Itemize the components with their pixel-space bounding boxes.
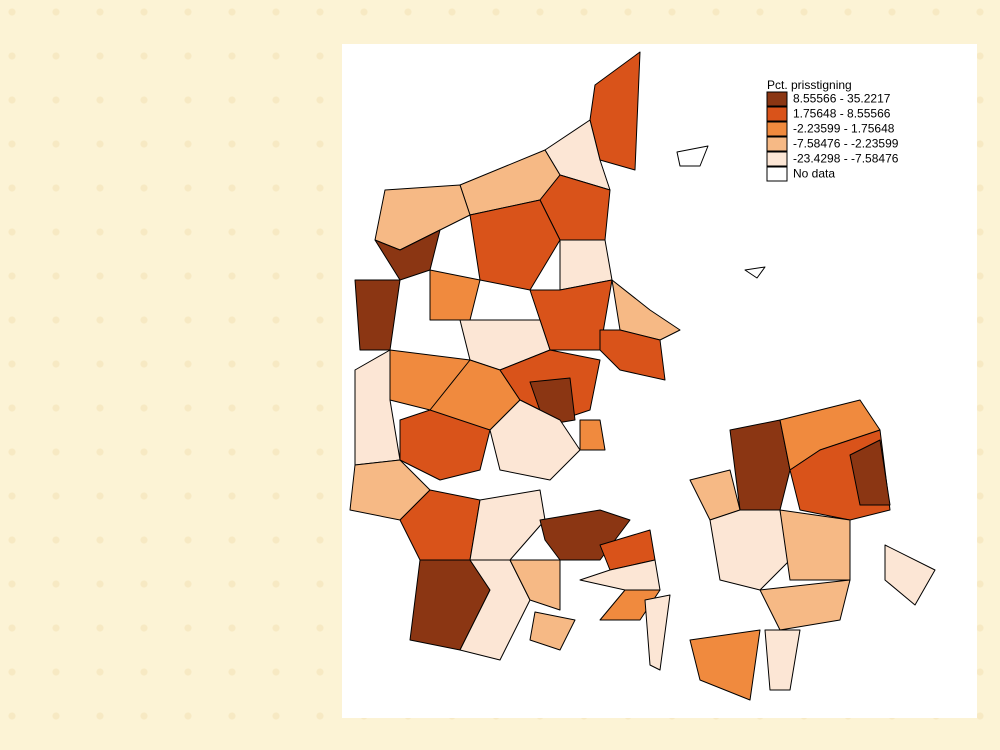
municipality	[349, 459, 431, 521]
municipality	[354, 279, 401, 351]
municipality	[599, 329, 666, 381]
municipality	[689, 629, 761, 701]
legend-swatch	[766, 106, 788, 122]
municipality	[744, 266, 766, 279]
municipality	[849, 439, 891, 506]
municipality	[579, 419, 606, 451]
legend-swatch	[766, 91, 788, 107]
municipality	[884, 544, 936, 606]
municipality	[529, 611, 576, 651]
municipality	[469, 489, 546, 561]
municipality	[599, 589, 661, 621]
legend-label: -23.4298 - -7.58476	[793, 152, 899, 166]
legend-swatch	[766, 136, 788, 152]
municipality	[764, 629, 801, 691]
municipality	[611, 279, 681, 341]
legend-label: -2.23599 - 1.75648	[793, 122, 895, 136]
legend-label: 1.75648 - 8.55566	[793, 107, 891, 121]
municipality	[759, 579, 851, 631]
legend-label: -7.58476 - -2.23599	[793, 137, 899, 151]
municipality	[374, 229, 441, 281]
legend-label: 8.55566 - 35.2217	[793, 92, 891, 106]
legend-swatch	[766, 121, 788, 137]
municipalities	[349, 51, 936, 701]
municipality	[779, 509, 851, 581]
legend: Pct. prisstigning 8.55566 - 35.22171.756…	[766, 78, 899, 182]
legend-swatch	[766, 151, 788, 167]
municipality	[469, 199, 561, 291]
municipality	[429, 269, 481, 321]
municipality	[589, 51, 641, 171]
municipality	[644, 594, 671, 671]
municipality	[709, 509, 791, 591]
municipality	[509, 559, 561, 611]
legend-swatch	[766, 166, 788, 182]
legend-title: Pct. prisstigning	[767, 78, 852, 92]
municipality	[579, 559, 661, 591]
legend-label: No data	[793, 167, 835, 181]
municipality	[676, 145, 709, 167]
municipality	[354, 349, 401, 466]
municipality	[729, 419, 791, 511]
